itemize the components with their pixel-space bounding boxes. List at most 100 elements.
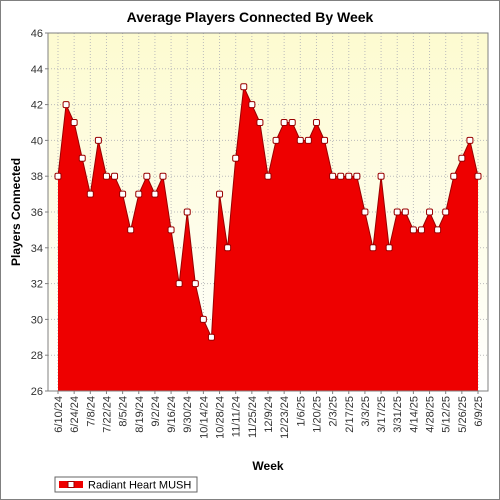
data-point [369, 244, 377, 252]
legend: Radiant Heart MUSH [54, 476, 198, 493]
x-tick-label: 7/22/24 [101, 396, 113, 433]
data-point [361, 208, 369, 216]
x-tick-label: 9/30/24 [182, 396, 194, 433]
data-point [62, 101, 70, 109]
x-tick-label: 12/9/24 [263, 396, 275, 433]
data-point [393, 208, 401, 216]
legend-box [54, 476, 198, 493]
x-tick-label: 4/14/25 [408, 396, 420, 433]
data-point [175, 280, 183, 288]
y-tick-label: 28 [31, 350, 43, 362]
x-tick-label: 10/28/24 [215, 396, 227, 439]
y-tick-label: 30 [31, 314, 43, 326]
data-point [304, 136, 312, 144]
x-axis-ticks: 6/10/24 6/24/24 7/8/24 7/22/24 8/5/24 8/19/24… [53, 391, 485, 439]
x-tick-label: 11/25/24 [247, 396, 259, 438]
data-point [191, 280, 199, 288]
x-tick-label: 2/17/25 [344, 396, 356, 433]
data-point [264, 172, 272, 180]
data-point [54, 172, 62, 180]
data-point [86, 190, 94, 198]
data-point [232, 154, 240, 162]
data-point [240, 83, 248, 91]
y-tick-label: 44 [31, 64, 43, 76]
data-point [167, 226, 175, 234]
data-point [296, 136, 304, 144]
data-point [458, 154, 466, 162]
series-markers [54, 83, 482, 341]
x-tick-label: 1/20/25 [311, 396, 323, 433]
x-tick-label: 6/24/24 [69, 396, 81, 433]
data-point [94, 136, 102, 144]
data-point [345, 172, 353, 180]
data-point [280, 119, 288, 126]
x-tick-label: 8/5/24 [118, 396, 130, 427]
y-axis-label: Players Connected [9, 158, 23, 266]
data-point [426, 208, 434, 216]
data-point [216, 190, 224, 198]
data-point [119, 190, 127, 198]
x-tick-label: 4/28/25 [425, 396, 437, 433]
data-point [353, 172, 361, 180]
y-tick-label: 34 [31, 243, 43, 255]
data-point [312, 119, 320, 126]
x-tick-label: 3/3/25 [360, 396, 372, 427]
x-tick-label: 10/14/24 [198, 396, 210, 439]
data-point [151, 190, 159, 198]
x-tick-label: 11/11/24 [231, 396, 243, 437]
y-tick-label: 26 [31, 386, 43, 398]
data-point [143, 172, 151, 180]
y-tick-label: 38 [31, 171, 43, 183]
data-point [248, 101, 256, 109]
data-point [474, 172, 482, 180]
data-point [337, 172, 345, 180]
y-tick-label: 32 [31, 279, 43, 291]
data-point [434, 226, 442, 234]
data-point [417, 226, 425, 234]
x-tick-label: 1/6/25 [295, 396, 307, 427]
data-point [127, 226, 135, 234]
x-axis-label: Week [252, 459, 283, 473]
x-tick-label: 6/10/24 [53, 396, 65, 433]
data-point [159, 172, 167, 180]
y-tick-label: 42 [31, 100, 43, 112]
x-tick-label: 3/31/25 [392, 396, 404, 433]
data-point [450, 172, 458, 180]
data-point [409, 226, 417, 234]
x-tick-label: 8/19/24 [134, 396, 146, 433]
data-point [102, 172, 110, 180]
data-point [329, 172, 337, 180]
series-area-fill [58, 86, 478, 391]
data-point [256, 119, 264, 126]
data-point [111, 172, 119, 180]
x-tick-label: 5/26/25 [457, 396, 469, 433]
data-point [207, 333, 215, 341]
x-tick-label: 6/9/25 [473, 396, 485, 427]
x-tick-label: 3/17/25 [376, 396, 388, 433]
x-tick-label: 2/3/25 [328, 396, 340, 427]
data-point [321, 136, 329, 144]
legend-marker [67, 481, 75, 488]
x-tick-label: 9/16/24 [166, 396, 178, 433]
x-tick-label: 7/8/24 [85, 396, 97, 427]
data-point [377, 172, 385, 180]
data-point [199, 315, 207, 323]
y-axis-ticks: 26 28 30 32 34 36 38 40 42 44 46 [31, 28, 48, 398]
chart-title: Average Players Connected By Week [127, 9, 374, 25]
data-point [288, 119, 296, 126]
legend-label: Radiant Heart MUSH [88, 480, 191, 492]
data-point [385, 244, 393, 252]
data-point [183, 208, 191, 216]
data-point [401, 208, 409, 216]
x-tick-label: 12/23/24 [279, 396, 291, 439]
data-point [135, 190, 143, 198]
y-tick-label: 36 [31, 207, 43, 219]
y-tick-label: 46 [31, 28, 43, 40]
x-tick-label: 9/2/24 [150, 396, 162, 427]
data-point [442, 208, 450, 216]
x-tick-label: 5/12/25 [441, 396, 453, 433]
data-point [70, 119, 78, 126]
data-point [224, 244, 232, 252]
